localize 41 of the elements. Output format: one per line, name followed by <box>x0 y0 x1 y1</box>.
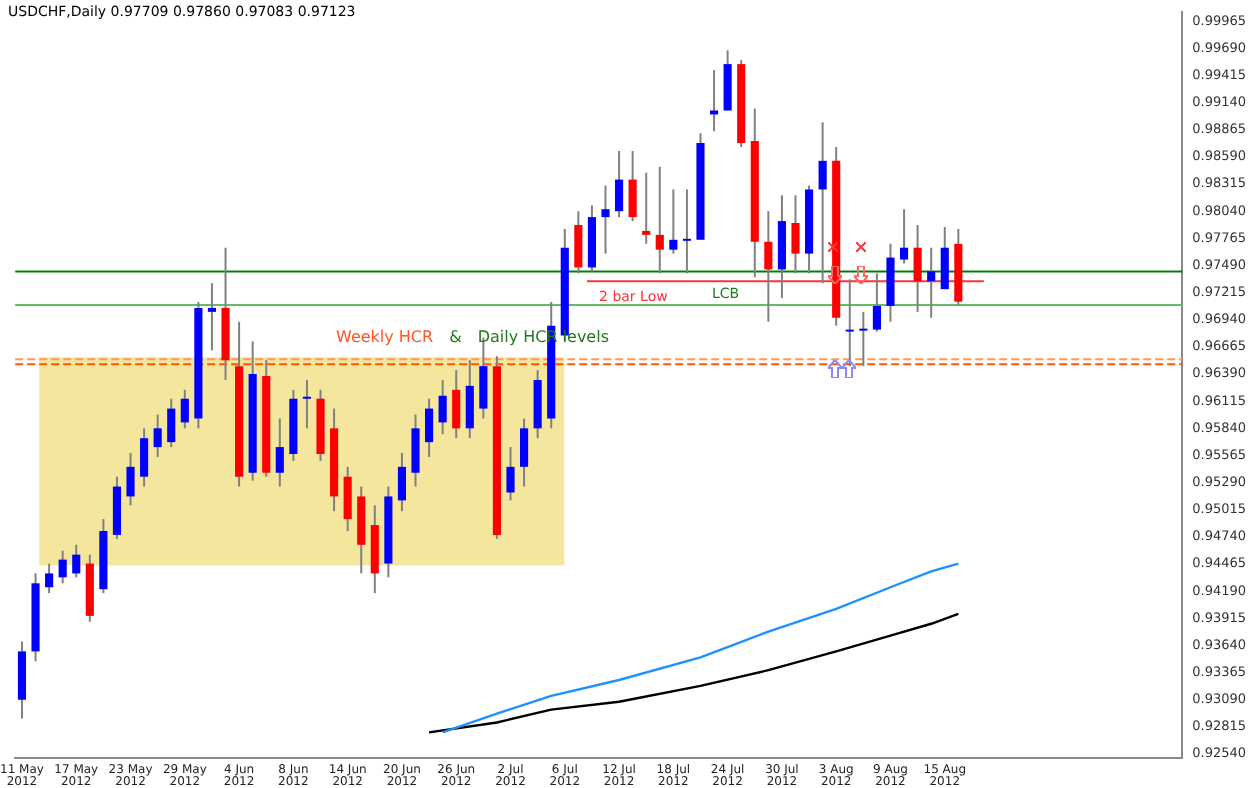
candlestick <box>45 562 54 595</box>
candlestick <box>899 208 909 265</box>
candlestick <box>669 188 678 255</box>
candlestick <box>723 49 732 112</box>
candlestick <box>343 465 352 532</box>
candlestick <box>167 397 176 449</box>
candlestick <box>628 149 637 223</box>
candlestick <box>764 210 773 323</box>
candlestick <box>153 413 162 458</box>
candlestick <box>845 278 854 368</box>
candlestick <box>180 388 189 430</box>
candlestick <box>791 194 800 275</box>
candlestick <box>452 369 461 440</box>
candlestick <box>140 427 149 488</box>
candlestick <box>655 165 664 275</box>
candlestick <box>520 417 529 488</box>
candlestick <box>818 121 827 285</box>
candlestick <box>126 452 135 507</box>
candlestick <box>465 359 474 440</box>
candlestick <box>927 246 936 319</box>
candlestick <box>574 210 583 275</box>
candlestick <box>642 171 651 245</box>
candlestick <box>506 446 515 502</box>
candlestick <box>397 452 407 513</box>
candlestick <box>58 549 67 585</box>
candlestick <box>438 378 447 436</box>
candlestick <box>682 188 691 275</box>
candlestick <box>411 413 420 488</box>
annotation: & <box>449 328 462 346</box>
candlestick <box>601 184 610 255</box>
candlestick <box>302 378 312 430</box>
candlestick <box>872 272 881 333</box>
candlestick <box>207 282 217 352</box>
candlestick <box>913 224 922 313</box>
candlestick <box>425 397 434 458</box>
candlestick <box>275 417 284 488</box>
candlestick <box>72 543 81 579</box>
candlestick <box>859 310 868 368</box>
candlestick <box>940 225 949 291</box>
annotation: Weekly HCR <box>336 328 435 346</box>
candlestick <box>615 149 624 219</box>
